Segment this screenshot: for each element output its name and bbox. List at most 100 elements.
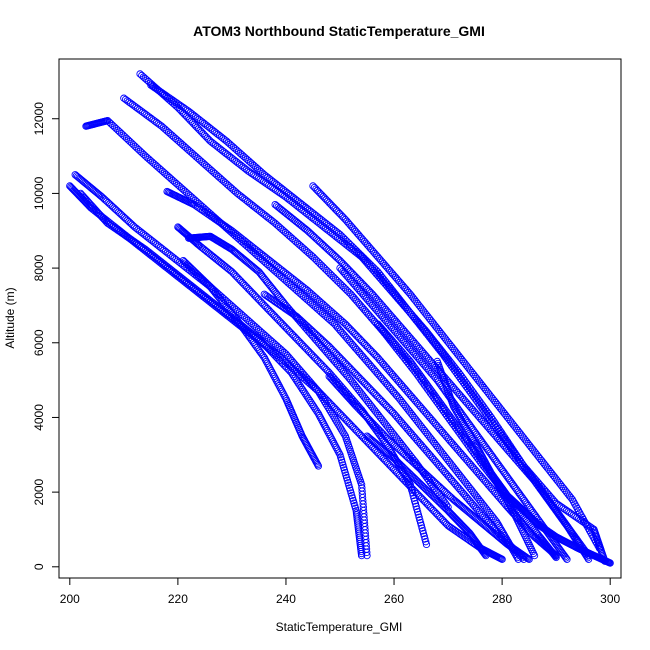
data-point [318,417,326,425]
data-point [314,410,323,418]
data-point [307,398,315,407]
data-point [254,267,262,275]
data-point [291,374,299,382]
data-point [290,372,298,381]
data-point [421,535,429,543]
data-point [333,445,341,453]
data-point [411,497,419,505]
data-point [323,401,331,410]
data-point [482,551,490,560]
data-point [306,396,314,405]
data-point [412,502,420,511]
data-point [418,524,426,532]
data-point [273,378,281,386]
data-point [414,510,423,519]
series-17 [433,357,614,567]
data-point [563,555,571,563]
data-point [407,483,415,492]
data-point [408,486,416,494]
y-axis: 0 2000 4000 6000 8000 10000 12000 [32,102,59,570]
data-point [303,393,311,401]
data-point [312,406,320,414]
data-point [324,403,332,412]
series-14 [309,182,604,552]
data-point [409,491,417,500]
data-point [278,387,286,395]
y-tick-label: 12000 [32,102,46,136]
data-point [406,480,414,489]
data-point [299,387,308,395]
data-point [279,389,287,397]
data-point [274,380,282,388]
data-point [329,438,337,446]
y-tick-label: 4000 [32,404,46,431]
data-point [525,555,533,563]
data-point [562,554,570,562]
y-axis-label: Altitude (m) [3,287,17,348]
data-point [551,551,559,559]
data-point [270,372,278,381]
data-point [415,513,423,521]
data-point [316,413,324,422]
data-point [313,408,321,416]
data-point [334,420,342,428]
data-point [523,554,531,562]
data-point [302,391,310,399]
data-point [317,415,325,423]
series-19 [363,432,490,560]
data-point [263,359,271,367]
data-point [259,352,267,360]
plot-points [66,70,614,567]
data-point [272,376,280,384]
y-tick-label: 8000 [32,254,46,281]
data-point [288,370,297,379]
y-tick-label: 2000 [32,478,46,505]
data-point [292,376,300,384]
data-point [325,430,333,438]
data-point [420,532,428,540]
data-point [550,550,558,558]
data-point [298,385,307,394]
data-point [417,521,425,530]
data-point [530,551,539,560]
data-point [329,412,337,420]
data-point [335,422,343,430]
data-point [313,385,321,394]
data-point [326,432,334,440]
data-point [324,428,332,437]
data-point [498,555,506,563]
data-point [327,434,335,442]
data-point [293,378,302,386]
data-point [311,404,319,412]
data-point [419,527,427,535]
data-point [413,505,421,513]
data-point [338,426,346,434]
data-point [330,439,338,448]
data-point [330,414,338,422]
data-point [595,544,604,552]
data-point [295,380,303,388]
data-point [405,479,413,487]
data-point [480,549,489,558]
data-point [267,367,275,375]
data-point [262,357,270,366]
plot-frame [58,58,622,579]
data-point [408,489,417,497]
data-point [340,430,348,438]
data-point [422,538,430,546]
chart-title: ATOM3 Northbound StaticTemperature_GMI [193,23,485,39]
data-point [266,365,274,373]
data-point [297,383,305,392]
data-point [422,540,431,549]
data-point [320,421,328,429]
y-tick-label: 0 [32,563,46,570]
data-point [321,423,329,431]
data-point [269,370,277,379]
data-point [327,408,335,416]
x-tick-label: 220 [168,592,188,606]
data-point [323,426,331,435]
data-point [314,387,323,395]
data-point [357,551,366,560]
x-tick-label: 300 [600,592,620,606]
data-point [524,555,532,563]
